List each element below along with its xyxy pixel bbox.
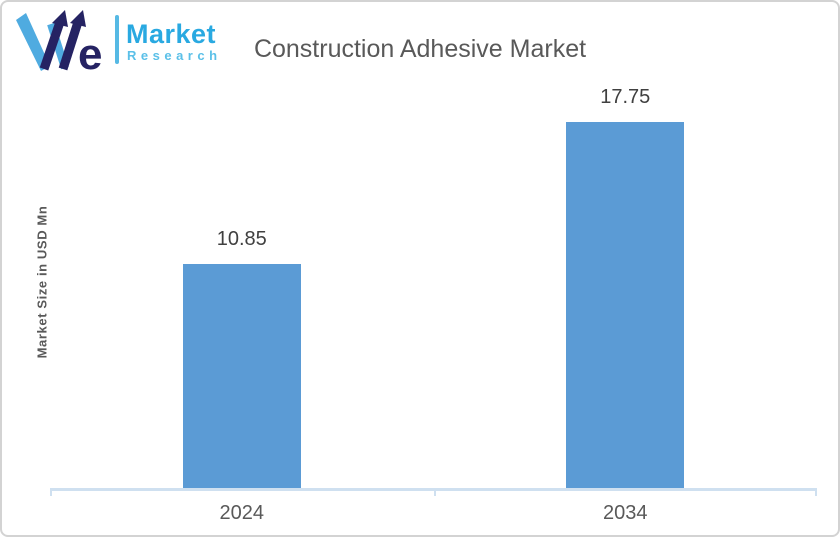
- x-tick-label-2024: 2024: [219, 502, 265, 524]
- category-slot-2034: 17.75: [434, 2, 818, 488]
- chart-title: Construction Adhesive Market: [253, 35, 587, 63]
- we-logo-icon: e: [16, 10, 102, 72]
- logo-market-text: Market: [126, 19, 217, 49]
- x-axis-tick: [815, 491, 817, 496]
- value-label-2024: 10.85: [216, 228, 267, 250]
- x-axis-line: [50, 488, 817, 491]
- brand-logo: e Market Research: [14, 8, 244, 72]
- value-label-2034: 17.75: [600, 86, 651, 108]
- x-axis-tick: [433, 491, 436, 496]
- category-slot-2024: 10.85: [50, 2, 434, 488]
- bar-2034: [566, 122, 685, 488]
- plot-area: 10.85 17.75: [50, 2, 817, 488]
- bar-2024: [182, 264, 301, 488]
- x-tick-label-2034: 2034: [603, 502, 648, 524]
- svg-text:e: e: [78, 30, 102, 72]
- logo-research-text: Research: [127, 48, 222, 63]
- logo-divider: [115, 15, 119, 64]
- x-axis-tick: [50, 491, 52, 496]
- y-axis-label: Market Size in USD Mn: [34, 205, 50, 359]
